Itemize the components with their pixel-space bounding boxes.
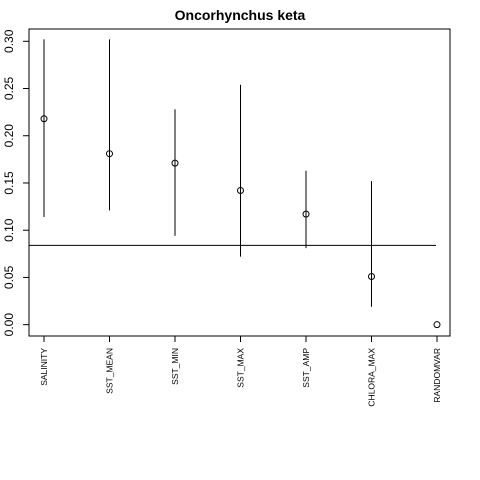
y-tick-label: 0.10 [2,218,16,242]
data-point [40,115,48,123]
data-point [302,210,310,218]
x-tick-label: SST_MAX [236,348,246,388]
x-tick-label: CHLORA_MAX [367,348,377,407]
y-tick-label: 0.25 [2,77,16,101]
y-tick-label: 0.00 [2,313,16,337]
data-point [237,187,244,195]
x-tick-label: SST_AMP [301,348,311,388]
x-tick-label: SST_MIN [170,348,180,385]
x-tick-label: SST_MEAN [105,348,115,394]
y-tick-label: 0.20 [2,124,16,148]
data-point [106,150,113,158]
data-point [171,159,179,167]
x-tick-label: SALINITY [39,348,49,386]
marks-layer [40,39,441,329]
y-axis: 0.00 0.05 0.10 0.15 0.20 0.25 0.30 [2,29,29,336]
plot-frame [28,28,451,337]
y-tick-label: 0.15 [2,171,16,195]
x-tick-label: RANDOMVAR [432,348,442,403]
y-tick-label: 0.30 [2,29,16,53]
chart-title: Oncorhynchus keta [175,7,306,23]
y-tick-label: 0.05 [2,265,16,289]
data-point [433,321,441,329]
x-axis: SALINITY SST_MEAN SST_MIN SST_MAX SST_AMP CHL… [39,336,442,407]
data-point [368,272,375,280]
